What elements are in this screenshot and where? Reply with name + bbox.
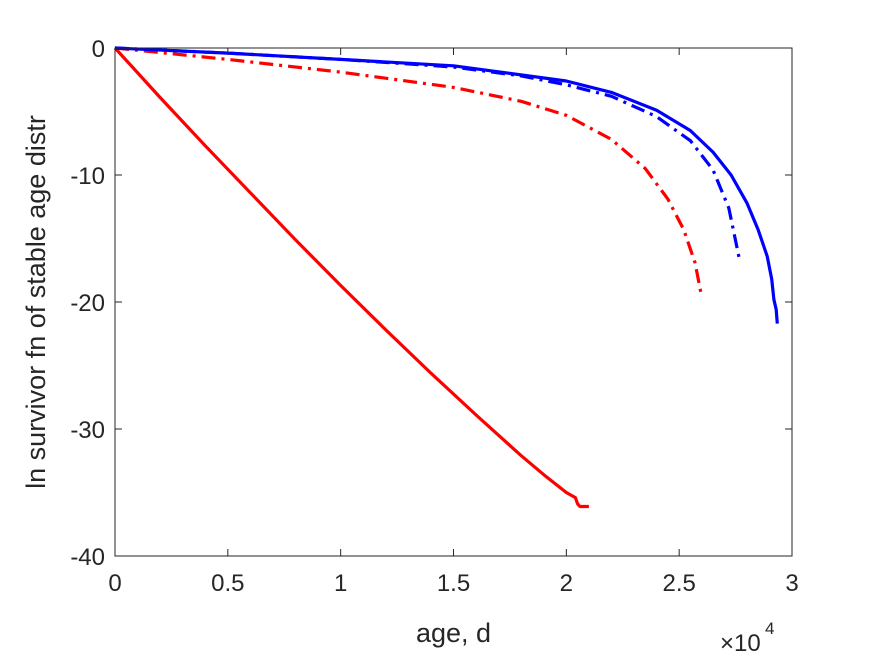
- series-line-4: [114, 46, 779, 324]
- y-tick-label: -40: [70, 544, 105, 571]
- series-line-2: [114, 46, 704, 298]
- plot-background: [115, 48, 792, 556]
- x-tick-label: 1: [334, 570, 347, 597]
- x-tick-label: 2.5: [662, 570, 695, 597]
- tick-layer: 0 0.5 1 1.5 2 2.5 3 -40 -30 -20 -10 0: [70, 36, 798, 597]
- y-tick-label: -30: [70, 417, 105, 444]
- y-tick-label: -10: [70, 163, 105, 190]
- x-axis-label: age, d: [416, 618, 491, 648]
- series-line-1: [113, 46, 589, 509]
- y-axis-label: ln survivor fn of stable age distr: [21, 115, 51, 489]
- x-tick-label: 3: [785, 570, 798, 597]
- x-tick-label: 1.5: [437, 570, 470, 597]
- x-exponent-label: ×10: [720, 630, 761, 656]
- series-layer: [113, 46, 779, 509]
- y-tick-label: -20: [70, 290, 105, 317]
- y-tick-label: 0: [92, 36, 105, 63]
- x-tick-label: 2: [560, 570, 573, 597]
- x-tick-label: 0: [108, 570, 121, 597]
- x-tick-label: 0.5: [211, 570, 244, 597]
- x-exponent-power: 4: [765, 619, 774, 638]
